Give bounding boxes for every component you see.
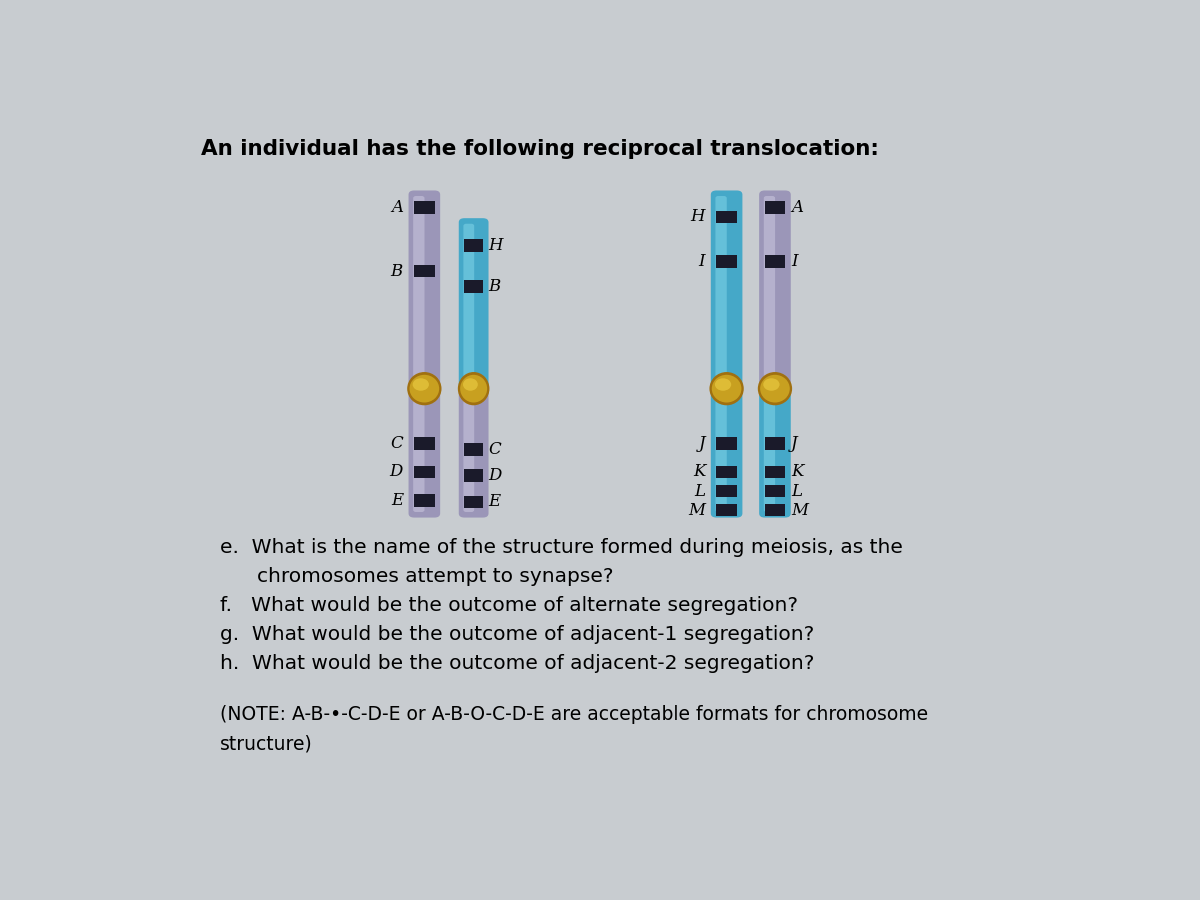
Bar	[764, 485, 785, 498]
Text: h.  What would be the outcome of adjacent-2 segregation?: h. What would be the outcome of adjacent…	[220, 654, 814, 673]
Bar	[764, 465, 785, 478]
Bar	[414, 494, 434, 507]
Text: M: M	[791, 501, 808, 518]
Bar	[414, 201, 434, 213]
Ellipse shape	[458, 372, 490, 405]
FancyBboxPatch shape	[458, 384, 488, 518]
Ellipse shape	[760, 374, 790, 402]
Text: H: H	[488, 237, 503, 254]
Bar	[716, 465, 737, 478]
Ellipse shape	[763, 378, 780, 391]
Bar	[464, 280, 482, 292]
FancyBboxPatch shape	[463, 224, 474, 387]
Text: M: M	[689, 501, 706, 518]
FancyBboxPatch shape	[413, 390, 425, 512]
Text: chromosomes attempt to synapse?: chromosomes attempt to synapse?	[257, 567, 613, 586]
Bar	[716, 211, 737, 223]
Bar	[764, 201, 785, 213]
Text: E: E	[391, 492, 403, 509]
Bar	[464, 443, 482, 455]
Bar	[764, 504, 785, 517]
Text: B: B	[391, 263, 403, 280]
Bar	[716, 504, 737, 517]
Bar	[464, 496, 482, 508]
Ellipse shape	[460, 374, 487, 402]
Bar	[414, 465, 434, 478]
Bar	[464, 469, 482, 482]
Bar	[764, 256, 785, 268]
Text: K: K	[791, 464, 803, 481]
FancyBboxPatch shape	[715, 196, 727, 387]
Bar	[716, 485, 737, 498]
Text: C: C	[390, 435, 403, 452]
FancyBboxPatch shape	[715, 390, 727, 512]
FancyBboxPatch shape	[710, 384, 743, 518]
Text: C: C	[488, 441, 502, 458]
FancyBboxPatch shape	[760, 384, 791, 518]
Text: A: A	[391, 199, 403, 216]
Ellipse shape	[712, 374, 742, 402]
FancyBboxPatch shape	[408, 384, 440, 518]
Text: J: J	[791, 435, 797, 452]
FancyBboxPatch shape	[764, 196, 775, 387]
Ellipse shape	[715, 378, 731, 391]
Text: f.   What would be the outcome of alternate segregation?: f. What would be the outcome of alternat…	[220, 596, 798, 615]
Text: E: E	[488, 493, 500, 510]
Text: An individual has the following reciprocal translocation:: An individual has the following reciproc…	[202, 140, 880, 159]
Text: e.  What is the name of the structure formed during meiosis, as the: e. What is the name of the structure for…	[220, 537, 902, 557]
Text: B: B	[488, 278, 500, 295]
Text: K: K	[692, 464, 706, 481]
Bar	[716, 256, 737, 268]
Text: L: L	[791, 482, 802, 500]
Text: structure): structure)	[220, 734, 312, 753]
Text: D: D	[488, 467, 502, 484]
Bar	[464, 239, 482, 252]
Ellipse shape	[758, 372, 792, 405]
Text: g.  What would be the outcome of adjacent-1 segregation?: g. What would be the outcome of adjacent…	[220, 625, 814, 644]
FancyBboxPatch shape	[710, 191, 743, 392]
Text: (NOTE: A-B-•-C-D-E or A-B-O-C-D-E are acceptable formats for chromosome: (NOTE: A-B-•-C-D-E or A-B-O-C-D-E are ac…	[220, 706, 928, 724]
Ellipse shape	[407, 372, 442, 405]
Ellipse shape	[409, 374, 439, 402]
Bar	[716, 437, 737, 449]
FancyBboxPatch shape	[458, 218, 488, 392]
Text: A: A	[791, 199, 803, 216]
Text: H: H	[691, 209, 706, 225]
Ellipse shape	[413, 378, 428, 391]
FancyBboxPatch shape	[413, 196, 425, 387]
Text: J: J	[698, 435, 706, 452]
Bar	[414, 437, 434, 449]
Text: L: L	[695, 482, 706, 500]
FancyBboxPatch shape	[463, 390, 474, 512]
Ellipse shape	[463, 378, 478, 391]
Ellipse shape	[709, 372, 744, 405]
FancyBboxPatch shape	[760, 191, 791, 392]
Bar	[414, 265, 434, 277]
Text: I: I	[791, 253, 797, 270]
Text: I: I	[698, 253, 706, 270]
Text: D: D	[390, 464, 403, 481]
FancyBboxPatch shape	[408, 191, 440, 392]
Bar	[764, 437, 785, 449]
Text: h.  What would be the outcome of adjacent-2 segregation?|: h. What would be the outcome of adjacent…	[224, 654, 826, 673]
FancyBboxPatch shape	[764, 390, 775, 512]
